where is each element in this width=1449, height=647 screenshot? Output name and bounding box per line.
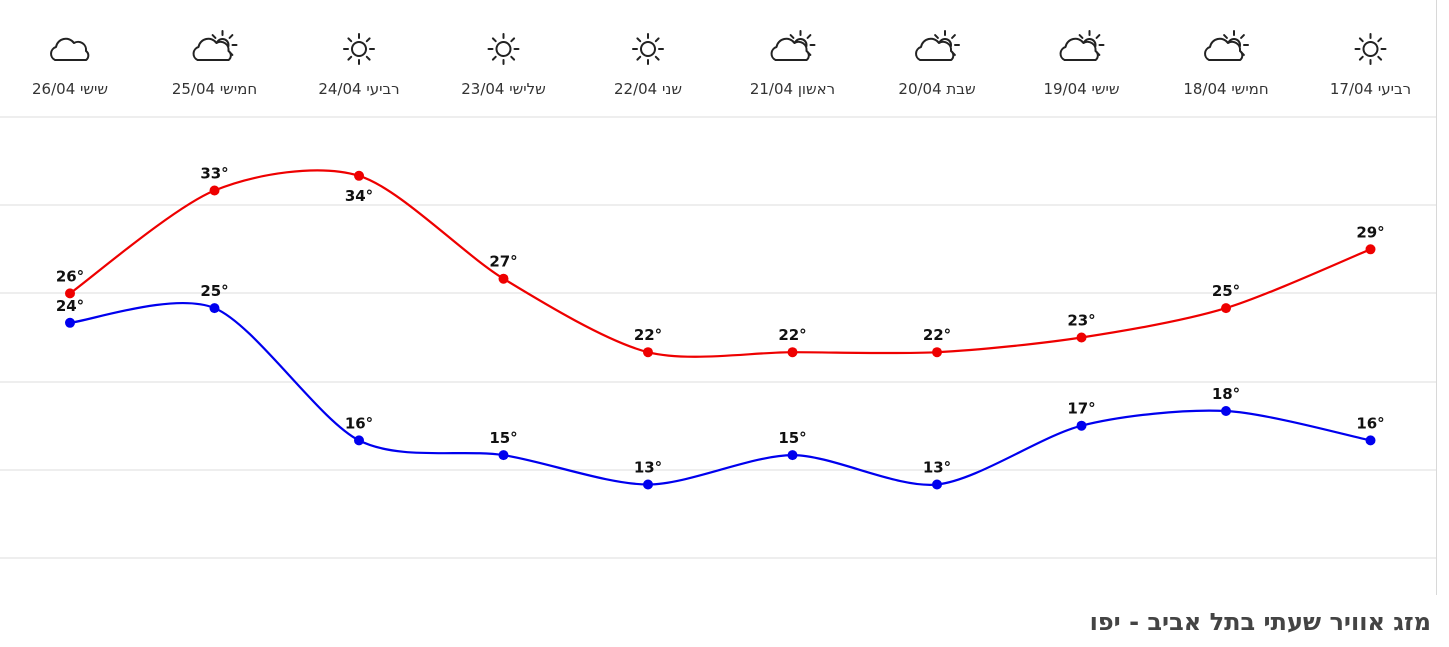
day-label: רביעי 24/04 <box>318 80 399 98</box>
day-label: חמישי 18/04 <box>1183 80 1268 98</box>
data-point <box>1076 332 1087 343</box>
value-label: 15° <box>489 429 517 447</box>
value-label: 25° <box>1212 282 1240 300</box>
value-label: 27° <box>489 253 517 271</box>
value-label: 17° <box>1067 400 1095 418</box>
value-label: 24° <box>56 297 84 315</box>
day-label: שישי 26/04 <box>32 80 108 98</box>
data-point <box>65 288 75 299</box>
data-point <box>787 450 798 461</box>
value-label: 22° <box>923 326 951 344</box>
data-point <box>354 435 364 446</box>
data-point <box>1221 406 1231 416</box>
sun-icon <box>1354 33 1387 65</box>
day-label: ראשון 21/04 <box>750 80 835 98</box>
weather-icons <box>50 30 1387 65</box>
data-point <box>643 479 653 490</box>
value-label: 18° <box>1212 385 1240 403</box>
partly-cloudy-icon <box>770 30 816 61</box>
value-label: 33° <box>200 165 228 183</box>
data-point <box>1365 435 1376 446</box>
day-label: שישי 19/04 <box>1044 80 1120 98</box>
temperature-chart: שישי 26/04 חמישי 25/04 רביעי 24/04 שלישי 23… <box>0 30 1436 559</box>
day-label: שלישי 23/04 <box>461 80 546 98</box>
value-label: 29° <box>1356 223 1384 241</box>
day-label: שני 22/04 <box>614 80 682 98</box>
grid <box>0 116 1436 559</box>
series-lines <box>69 169 1371 486</box>
value-label: 22° <box>634 326 662 344</box>
data-point <box>65 317 75 328</box>
value-label: 25° <box>200 282 228 300</box>
data-point <box>643 347 653 358</box>
day-label: רביעי 17/04 <box>1330 80 1411 98</box>
partly-cloudy-icon <box>1204 30 1249 61</box>
value-label: 13° <box>923 459 951 477</box>
value-label: 26° <box>56 267 84 285</box>
day-label: חמישי 25/04 <box>172 80 257 98</box>
data-point <box>787 347 798 358</box>
data-point <box>209 185 220 196</box>
series-line-0 <box>69 169 1371 358</box>
sun-icon <box>487 33 520 65</box>
data-point <box>498 273 509 284</box>
page-title: מזג אוויר שעתי בתל אביב - יפו <box>1089 608 1431 636</box>
value-labels: 26° 33° 34° 27° 22° 22° 22° 23° 25° 29° 24° 25° 16° 1… <box>56 165 1385 477</box>
partly-cloudy-icon <box>1059 30 1105 61</box>
data-point <box>1076 420 1087 431</box>
value-label: 34° <box>345 187 373 205</box>
data-points <box>65 170 1376 490</box>
value-label: 13° <box>634 459 662 477</box>
chart-right-border <box>1436 0 1437 595</box>
data-point <box>1365 244 1376 255</box>
value-label: 16° <box>345 414 373 432</box>
data-point <box>1221 303 1231 314</box>
sun-icon <box>343 33 375 65</box>
data-point <box>498 450 509 461</box>
value-label: 16° <box>1356 414 1384 432</box>
data-point <box>932 347 942 358</box>
value-label: 15° <box>778 429 806 447</box>
series-line-1 <box>69 301 1371 486</box>
value-label: 23° <box>1067 312 1095 330</box>
value-label: 22° <box>778 326 806 344</box>
cloud-icon <box>50 37 90 61</box>
partly-cloudy-icon <box>192 30 238 61</box>
data-point <box>932 479 942 490</box>
day-labels: שישי 26/04 חמישי 25/04 רביעי 24/04 שלישי 23… <box>32 80 1411 98</box>
day-label: שבת 20/04 <box>898 80 975 98</box>
sun-icon <box>632 33 664 65</box>
partly-cloudy-icon <box>915 30 960 61</box>
data-point <box>354 170 364 181</box>
data-point <box>209 303 220 314</box>
